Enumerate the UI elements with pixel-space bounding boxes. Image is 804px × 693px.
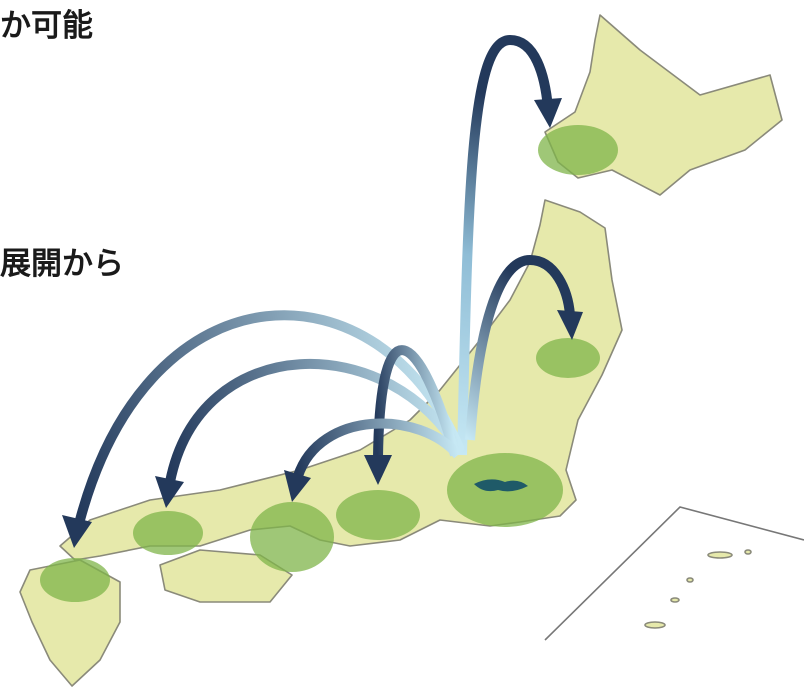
arrow [75, 310, 465, 522]
arrow [465, 254, 575, 441]
region [250, 502, 334, 572]
arrow-head [364, 455, 392, 485]
islands [644, 549, 752, 629]
region [40, 558, 110, 602]
arrow-head [284, 470, 311, 502]
arrow [373, 345, 460, 459]
arrow-head [62, 515, 92, 548]
caption-top: か可能 [0, 8, 93, 44]
region [336, 490, 420, 540]
region [133, 511, 203, 555]
arrow-head [155, 476, 184, 508]
caption-middle: 展開から [0, 246, 124, 282]
arrow [457, 34, 553, 456]
arrow-head [534, 98, 562, 128]
arrow [165, 358, 465, 483]
region [538, 125, 618, 175]
region [536, 338, 600, 378]
arrow [293, 418, 462, 478]
inset-frame [544, 506, 804, 641]
arrow-head [557, 310, 583, 340]
shikoku [159, 549, 293, 603]
tokyo [474, 479, 528, 492]
